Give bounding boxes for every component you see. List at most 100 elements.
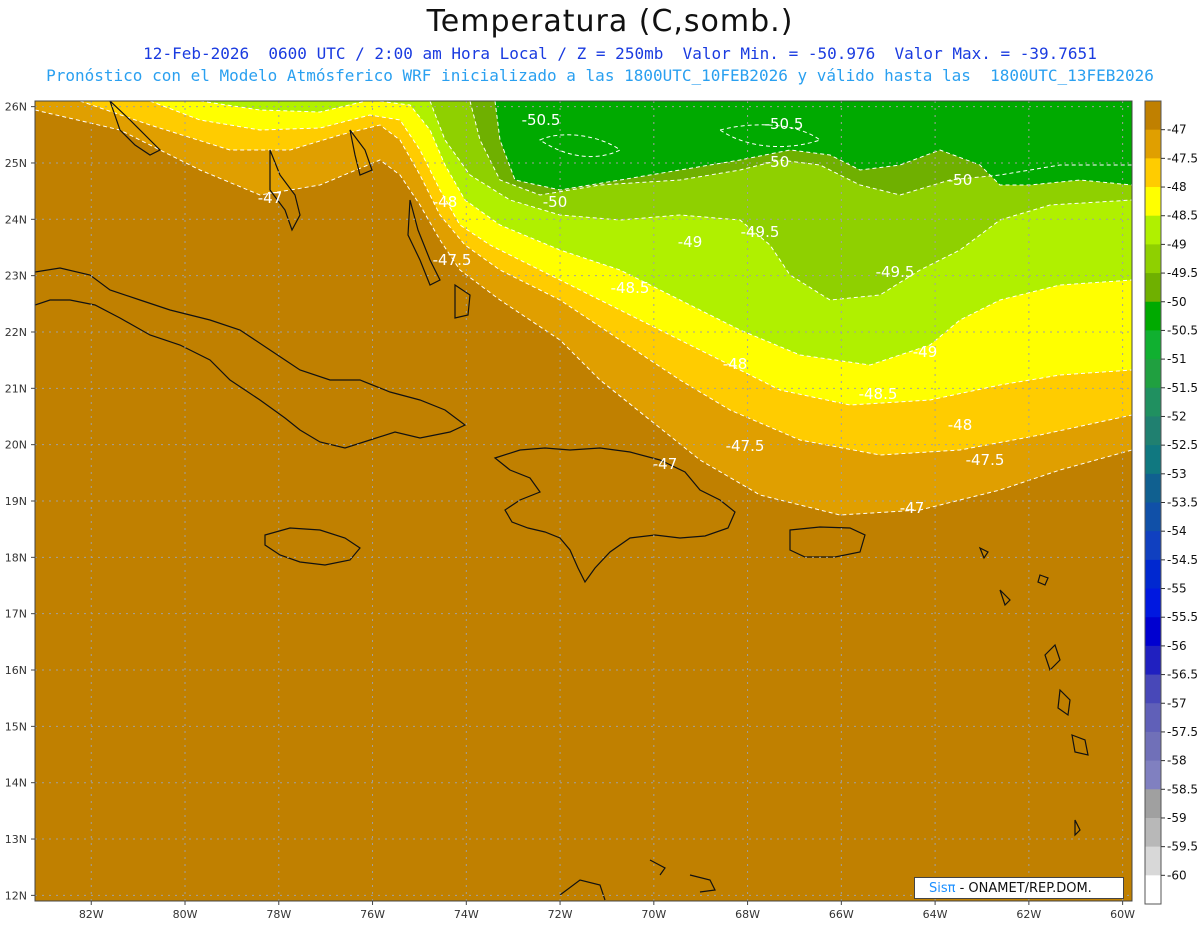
- colorbar-label: -50: [1167, 295, 1187, 309]
- contour-line-48_5: [199, 101, 1132, 366]
- colorbar-label: -54: [1167, 524, 1187, 538]
- colorbar-swatch: [1145, 330, 1161, 360]
- colorbar-swatch: [1145, 531, 1161, 561]
- coastline-icon: [35, 101, 1089, 901]
- colorbar-label: -50.5: [1167, 323, 1198, 337]
- colorbar-label: -56: [1167, 639, 1187, 653]
- lon-tick-label: 60W: [1110, 908, 1135, 921]
- contour-label: -47.5: [433, 251, 472, 269]
- contour-line-50_5: [539, 124, 822, 158]
- colorbar-swatch: [1145, 101, 1161, 131]
- colorbar-label: -56.5: [1167, 668, 1198, 682]
- colorbar: -47 -47.5 -48 -48.5 -49 -49.5 -50 -50.5 -51 -51.5…: [1144, 100, 1198, 905]
- colorbar-swatch: [1145, 158, 1161, 188]
- colorbar-label: -51: [1167, 352, 1187, 366]
- lon-tick-label: 68W: [735, 908, 760, 921]
- colorbar-label: -55: [1167, 582, 1187, 596]
- lat-tick-label: 22N: [5, 326, 27, 339]
- lat-tick-label: 13N: [5, 833, 27, 846]
- contour-label: -48: [948, 416, 973, 434]
- contour-label: -47: [258, 189, 283, 207]
- lat-tick-label: 25N: [5, 157, 27, 170]
- colorbar-label: -47.5: [1167, 151, 1198, 165]
- lon-tick-label: 82W: [79, 908, 104, 921]
- contour-label: -50.5: [522, 111, 561, 129]
- colorbar-label: -55.5: [1167, 610, 1198, 624]
- hispaniola-coastline: [493, 447, 736, 584]
- lat-tick-label: 18N: [5, 551, 27, 564]
- lat-tick-label: 23N: [5, 270, 27, 283]
- florida-coastline: [109, 101, 162, 156]
- credit-pi-symbol: π: [947, 881, 956, 896]
- jamaica-coastline: [264, 527, 361, 566]
- contour-line-47_5: [79, 101, 1132, 456]
- colorbar-swatch: [1145, 674, 1161, 704]
- credit-box: Sisπ - ONAMET/REP.DOM.: [914, 877, 1124, 899]
- contour-label: -48: [723, 355, 748, 373]
- lat-tick-label: 26N: [5, 101, 27, 114]
- contour-label: -50: [948, 171, 973, 189]
- contour-line-49_5: [469, 101, 1132, 196]
- contour-label: -50: [765, 153, 790, 171]
- lon-tick-label: 80W: [173, 908, 198, 921]
- contour-label: -47: [900, 499, 925, 517]
- colorbar-label: -48.5: [1167, 209, 1198, 223]
- colorbar-swatch: [1145, 301, 1161, 331]
- lon-tick-label: 62W: [1016, 908, 1041, 921]
- lesser-antilles-coastline: [978, 546, 1089, 837]
- contour-label: -49: [913, 343, 938, 361]
- lon-tick-label: 66W: [829, 908, 854, 921]
- latitude-labels: 26N 25N 24N 23N 22N 21N 20N 19N 18N 17N 16N 15N 14N 1…: [5, 101, 35, 902]
- colorbar-swatch: [1145, 731, 1161, 762]
- map-gridlines: [35, 101, 1132, 901]
- lon-tick-label: 74W: [454, 908, 479, 921]
- colorbar-label: -49: [1167, 237, 1187, 251]
- colorbar-label: -53.5: [1167, 496, 1198, 510]
- colorbar-label: -48: [1167, 180, 1187, 194]
- colorbar-label: -57: [1167, 696, 1187, 710]
- lon-tick-label: 76W: [360, 908, 385, 921]
- colorbar-swatch: [1145, 789, 1161, 819]
- credit-text: - ONAMET/REP.DOM.: [955, 881, 1092, 896]
- lat-tick-label: 12N: [5, 889, 27, 902]
- colorbar-swatch: [1145, 244, 1161, 274]
- colorbar-swatch: [1145, 416, 1161, 446]
- colorbar-label: -59: [1167, 811, 1187, 825]
- lat-tick-label: 16N: [5, 664, 27, 677]
- lat-tick-label: 15N: [5, 720, 27, 733]
- contour-labels: -50.5 -50.5 -50 -50 -50 -49.5 -49.5 -49 -49 -48.5…: [258, 111, 1005, 517]
- lat-tick-label: 20N: [5, 439, 27, 452]
- contour-label: -47.5: [966, 451, 1005, 469]
- colorbar-swatch: [1145, 273, 1161, 303]
- colorbar-label: -58: [1167, 754, 1187, 768]
- longitude-labels: 82W 80W 78W 76W 74W 72W 70W 68W 66W 64W 62W 60W: [79, 901, 1135, 921]
- colorbar-swatch: [1145, 445, 1161, 475]
- chart-subtitle-run-info: 12-Feb-2026 0600 UTC / 2:00 am Hora Loca…: [143, 44, 1097, 63]
- colorbar-swatch: [1145, 359, 1161, 389]
- colorbar-swatch: [1145, 559, 1161, 590]
- lon-tick-label: 70W: [641, 908, 666, 921]
- colorbar-label: -52.5: [1167, 438, 1198, 452]
- colorbar-label: -59.5: [1167, 840, 1198, 854]
- contour-label: -50.5: [765, 115, 804, 133]
- contour-label: -48.5: [611, 279, 650, 297]
- bahamas-coastline: [269, 129, 471, 319]
- colorbar-swatch: [1145, 875, 1161, 905]
- lat-tick-label: 17N: [5, 608, 27, 621]
- colorbar-swatch: [1145, 617, 1161, 647]
- colorbar-swatch: [1145, 187, 1161, 217]
- lat-tick-label: 21N: [5, 382, 27, 395]
- colorbar-swatch: [1145, 502, 1161, 532]
- south-america-coastline: [559, 859, 716, 901]
- contour-label: -47: [653, 455, 678, 473]
- colorbar-swatch: [1145, 215, 1161, 245]
- contour-label: -49: [678, 233, 703, 251]
- chart-subtitle-model-info: Pronóstico con el Modelo Atmósferico WRF…: [46, 66, 1154, 85]
- colorbar-label: -58.5: [1167, 782, 1198, 796]
- colorbar-label: -51.5: [1167, 381, 1198, 395]
- colorbar-swatch: [1145, 129, 1161, 159]
- colorbar-label: -54.5: [1167, 553, 1198, 567]
- contour-line-47: [35, 109, 1132, 516]
- contour-line-49: [429, 101, 1132, 301]
